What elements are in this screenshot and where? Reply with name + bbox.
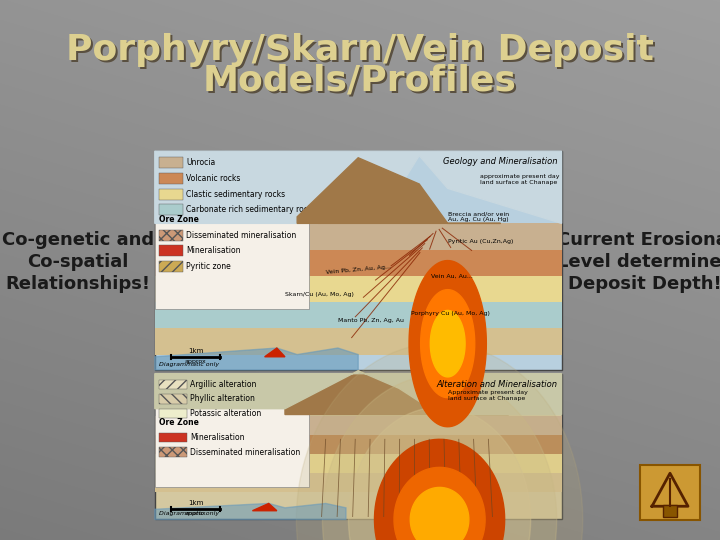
Text: Co-genetic and: Co-genetic and [2, 231, 154, 249]
Text: Models/Profiles: Models/Profiles [203, 63, 517, 97]
Polygon shape [410, 488, 469, 540]
Text: Co-spatial: Co-spatial [27, 253, 129, 271]
Text: Argillic alteration: Argillic alteration [190, 380, 256, 389]
Text: Relationships!: Relationships! [6, 275, 150, 293]
Text: Porphyry/Skarn/Vein Deposit: Porphyry/Skarn/Vein Deposit [68, 35, 656, 69]
Text: Mineralisation: Mineralisation [186, 246, 240, 255]
Text: Disseminated mineralisation: Disseminated mineralisation [190, 448, 300, 457]
Text: Geology and Mineralisation: Geology and Mineralisation [443, 157, 557, 166]
Polygon shape [348, 407, 531, 540]
Polygon shape [155, 371, 562, 415]
Bar [155, 151, 310, 309]
Bar [159, 245, 183, 256]
Bar [663, 505, 678, 517]
Polygon shape [265, 348, 285, 357]
Text: Alteration and Mineralisation: Alteration and Mineralisation [436, 380, 557, 389]
Polygon shape [323, 375, 557, 540]
Text: Ore Zone: Ore Zone [159, 215, 199, 224]
Polygon shape [297, 343, 582, 540]
Polygon shape [155, 348, 359, 370]
Text: Breccia and/or vein
Au, Ag, Cu (Au, Hg): Breccia and/or vein Au, Ag, Cu (Au, Hg) [448, 211, 509, 222]
Polygon shape [431, 310, 465, 377]
Text: 1km: 1km [188, 348, 203, 354]
Bar [155, 224, 562, 249]
Polygon shape [420, 289, 474, 397]
Bar [159, 433, 187, 442]
Text: Vein Au, Au...: Vein Au, Au... [431, 274, 473, 279]
Text: Pyritic Au (Cu,Zn,Ag): Pyritic Au (Cu,Zn,Ag) [448, 239, 513, 244]
Bar [159, 157, 183, 168]
Bar [155, 151, 562, 370]
Bar [155, 416, 562, 435]
Text: Unrocia: Unrocia [186, 158, 215, 167]
Polygon shape [374, 440, 505, 540]
Polygon shape [297, 158, 500, 224]
Bar [159, 448, 187, 457]
Bar [155, 374, 562, 519]
Bar [155, 374, 310, 488]
Text: Disseminated mineralisation: Disseminated mineralisation [186, 231, 297, 240]
Text: Mineralisation: Mineralisation [190, 433, 245, 442]
Text: Manto Pb, Zn, Ag, Au: Manto Pb, Zn, Ag, Au [338, 318, 404, 323]
Bar [155, 473, 562, 492]
Text: Potassic alteration: Potassic alteration [190, 409, 261, 418]
Bar [155, 249, 562, 276]
Bar [155, 302, 562, 328]
Polygon shape [394, 467, 485, 540]
Bar [159, 205, 183, 215]
Text: Skarn/Cu (Au, Mo, Ag): Skarn/Cu (Au, Mo, Ag) [285, 292, 354, 296]
Text: approx: approx [184, 511, 207, 516]
Bar [159, 409, 187, 419]
Bar [159, 380, 187, 389]
Text: Volcanic rocks: Volcanic rocks [186, 174, 240, 183]
Text: approx: approx [184, 359, 207, 364]
Text: Level determines: Level determines [557, 253, 720, 271]
Polygon shape [285, 371, 509, 415]
Text: Diagrammatic only: Diagrammatic only [159, 511, 219, 516]
Bar [159, 230, 183, 240]
Text: Clastic sedimentary rocks: Clastic sedimentary rocks [186, 190, 285, 199]
Bar [155, 328, 562, 355]
Text: Ore Zone: Ore Zone [159, 418, 199, 428]
Text: Vein Pb, Zn, Au, Ag...: Vein Pb, Zn, Au, Ag... [325, 264, 392, 275]
Bar [159, 173, 183, 184]
Polygon shape [155, 503, 346, 519]
Text: Carbonate rich sedimentary rocks: Carbonate rich sedimentary rocks [186, 205, 317, 214]
Text: Pyritic zone: Pyritic zone [186, 262, 231, 271]
Text: approximate present day
land surface at Chanape: approximate present day land surface at … [480, 174, 559, 185]
Text: Porphyry/Skarn/Vein Deposit: Porphyry/Skarn/Vein Deposit [66, 33, 654, 67]
Polygon shape [253, 503, 276, 511]
Text: Phyllic alteration: Phyllic alteration [190, 395, 255, 403]
Bar [155, 454, 562, 473]
Text: 1km: 1km [188, 500, 203, 507]
Text: Diagrammatic only: Diagrammatic only [159, 362, 219, 367]
Text: Current Erosional: Current Erosional [557, 231, 720, 249]
Bar [155, 435, 562, 454]
Bar [159, 261, 183, 272]
Bar [159, 394, 187, 404]
Text: Models/Profiles: Models/Profiles [205, 65, 519, 99]
Text: Deposit Depth!: Deposit Depth! [568, 275, 720, 293]
Text: Porphyry Cu (Au, Mo, Ag): Porphyry Cu (Au, Mo, Ag) [411, 311, 490, 316]
Bar [159, 188, 183, 200]
Polygon shape [409, 261, 486, 427]
Bar [640, 465, 700, 520]
Text: Approximate present day
land surface at Chanape: Approximate present day land surface at … [448, 390, 528, 401]
Bar [155, 276, 562, 302]
Polygon shape [155, 151, 562, 224]
